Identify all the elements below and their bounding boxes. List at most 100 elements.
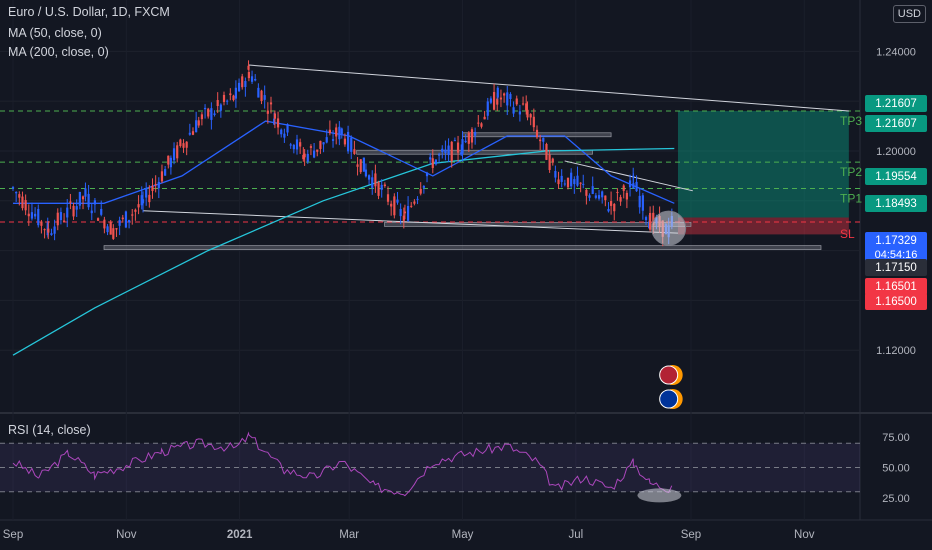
candle-body (115, 228, 118, 230)
y-tick-label: 1.24000 (876, 46, 916, 58)
candle-body (509, 93, 512, 100)
candle-body (118, 220, 121, 226)
candle-body (402, 215, 405, 221)
x-tick-label: Nov (116, 529, 137, 541)
zone-rect (103, 245, 822, 250)
target-zone (677, 110, 849, 218)
candle-body (393, 196, 396, 216)
candle-body (604, 195, 607, 201)
candle-body (273, 113, 277, 119)
candle-body (622, 185, 625, 191)
candle-body (594, 195, 597, 198)
candle-body (191, 131, 195, 135)
candle-body (371, 177, 374, 188)
level-label: TP2 (840, 165, 862, 179)
candle-body (539, 139, 542, 142)
candle-body (131, 214, 134, 216)
candle-body (269, 102, 273, 105)
candle-body (286, 124, 289, 133)
candle-body (78, 191, 81, 206)
ma50-legend[interactable]: MA (50, close, 0) (8, 26, 102, 40)
countdown-label: 04:54:16 (875, 249, 918, 261)
candle-body (266, 110, 269, 114)
candle-body (456, 142, 460, 153)
candle-body (75, 206, 78, 210)
candle-body (210, 108, 213, 120)
candle-body (124, 211, 128, 228)
candle-body (585, 189, 588, 196)
candle-body (416, 198, 419, 200)
rsi-tick-label: 25.00 (882, 493, 910, 505)
candle-body (399, 208, 402, 217)
candle-body (425, 172, 429, 177)
currency-button[interactable]: USD (892, 5, 926, 23)
candle-body (529, 114, 532, 118)
candle-body (24, 200, 27, 211)
candle-body (40, 221, 43, 226)
price-tag-value: 1.17329 (875, 235, 917, 247)
price-tag (865, 195, 927, 212)
candle-body (486, 101, 489, 116)
candle-body (21, 196, 24, 209)
candle-body (535, 129, 539, 138)
price-tag (865, 293, 927, 310)
candle-body (419, 188, 422, 194)
candle-body (164, 169, 167, 176)
candle-body (338, 126, 341, 140)
candle-body (335, 127, 338, 137)
candle-body (254, 78, 257, 81)
symbol-title[interactable]: Euro / U.S. Dollar, 1D, FXCM (8, 5, 170, 19)
candle-body (84, 188, 87, 197)
candle-body (644, 217, 648, 221)
candle-body (383, 184, 386, 187)
candle-body (477, 122, 480, 124)
highlight-circle (651, 210, 687, 246)
price-tag-value: 1.21607 (875, 98, 917, 110)
candle-body (489, 98, 493, 103)
candle-body (306, 153, 309, 162)
candle-body (47, 228, 50, 233)
candle-body (557, 179, 560, 185)
candle-body (34, 213, 37, 217)
candle-body (289, 144, 292, 146)
candle-body (106, 226, 109, 233)
x-tick-label: Sep (681, 529, 701, 541)
ma200-legend[interactable]: MA (200, close, 0) (8, 45, 109, 59)
candle-body (263, 95, 266, 100)
candle-body (521, 103, 525, 105)
rsi-legend[interactable]: RSI (14, close) (8, 423, 91, 437)
candle-body (359, 159, 362, 173)
candle-body (526, 109, 529, 118)
candle-body (444, 149, 447, 154)
candle-body (532, 116, 535, 128)
candle-body (100, 208, 103, 215)
candle-body (134, 209, 137, 212)
candle-body (601, 191, 604, 198)
price-tag (865, 278, 927, 295)
candle-body (325, 137, 328, 143)
candle-body (346, 131, 350, 152)
level-label: SL (840, 227, 855, 241)
candle-body (37, 208, 40, 226)
candle-body (229, 93, 232, 96)
candle-body (185, 141, 188, 148)
candle-body (247, 72, 250, 79)
candle-body (649, 213, 652, 230)
candle-body (545, 144, 548, 160)
candle-body (353, 149, 356, 154)
candle-body (410, 205, 413, 207)
price-tag-value: 1.21607 (875, 118, 917, 130)
candle-body (467, 132, 470, 144)
candle-body (316, 149, 319, 152)
candle-body (18, 194, 21, 198)
price-tag-value: 1.19554 (875, 171, 917, 183)
candle-body (441, 148, 444, 152)
y-tick-label: 1.12000 (876, 345, 916, 357)
candle-body (319, 140, 322, 149)
candle-body (232, 95, 235, 101)
candle-body (635, 181, 638, 192)
candle-body (250, 76, 254, 82)
eu-flag-icon (659, 389, 679, 409)
candle-body (59, 212, 63, 221)
